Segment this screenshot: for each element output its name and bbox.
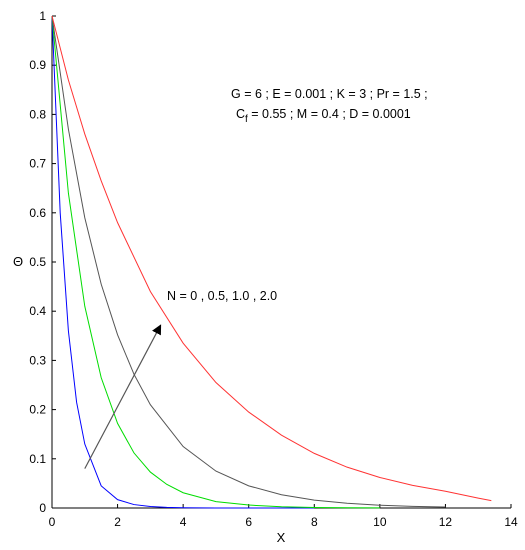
y-tick-label: 0.2 xyxy=(29,403,46,417)
x-tick-label: 2 xyxy=(114,515,121,529)
y-tick-label: 0.3 xyxy=(29,353,46,367)
y-tick-label: 0 xyxy=(39,501,46,515)
series-lines xyxy=(51,15,492,509)
series-line-2 xyxy=(51,15,380,509)
arrow-label: N = 0 , 0.5, 1.0 , 2.0 xyxy=(167,289,277,303)
y-tick-label: 1 xyxy=(39,9,46,23)
x-tick-label: 0 xyxy=(49,515,56,529)
series-line-1 xyxy=(51,15,315,509)
series-line-4 xyxy=(51,15,492,502)
x-tick-label: 14 xyxy=(504,515,518,529)
params-cf: C xyxy=(236,107,245,121)
trend-arrow xyxy=(84,324,162,469)
y-tick-label: 0.4 xyxy=(29,304,46,318)
x-tick-label: 8 xyxy=(311,515,318,529)
params-line-1: G = 6 ; E = 0.001 ; K = 3 ; Pr = 1.5 ; xyxy=(231,87,428,101)
params-line-2-rest: = 0.55 ; M = 0.4 ; D = 0.0001 xyxy=(248,107,411,121)
ticks: 0 2 4 6 8 10 12 14 0 0.1 0.2 0.3 0.4 0.5 0.6 0.7 0.8 0.9 1 xyxy=(29,9,518,529)
x-tick-label: 12 xyxy=(439,515,453,529)
y-axis-title: Θ xyxy=(13,254,23,269)
params-cf-subscript: f xyxy=(245,114,248,125)
params-line-2: Cf = 0.55 ; M = 0.4 ; D = 0.0001 xyxy=(236,107,411,125)
y-tick-label: 0.8 xyxy=(29,107,46,121)
x-tick-label: 6 xyxy=(245,515,252,529)
x-tick-label: 10 xyxy=(373,515,387,529)
y-tick-label: 0.9 xyxy=(29,58,46,72)
y-tick-label: 0.7 xyxy=(29,157,46,171)
series-line-3 xyxy=(51,15,446,508)
y-tick-label: 0.1 xyxy=(29,452,46,466)
x-axis-title: X xyxy=(277,530,286,545)
x-tick-label: 4 xyxy=(180,515,187,529)
y-tick-label: 0.5 xyxy=(29,255,46,269)
y-tick-label: 0.6 xyxy=(29,206,46,220)
